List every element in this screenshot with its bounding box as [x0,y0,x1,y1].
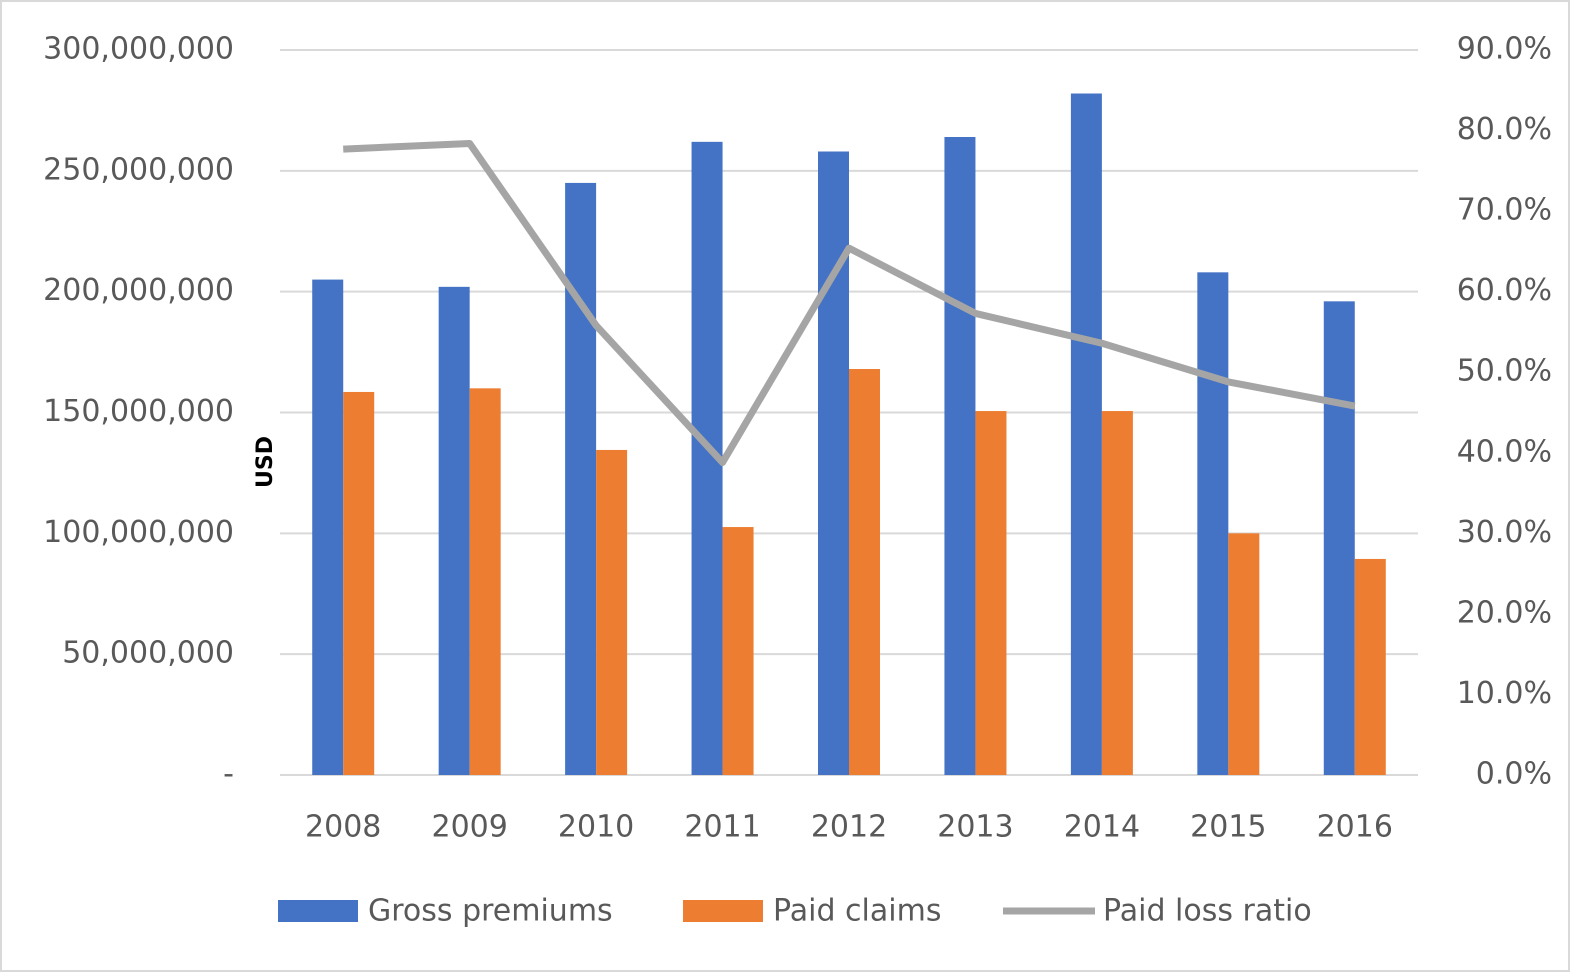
x-tick-label: 2010 [558,810,634,845]
legend-swatch [278,900,358,922]
x-tick-label: 2011 [684,810,760,845]
y2-tick-label: 60.0% [1457,273,1552,308]
y2-tick-label: 30.0% [1457,515,1552,550]
y2-tick-label: 70.0% [1457,193,1552,228]
y-tick-label: - [223,757,234,792]
y-tick-label: 200,000,000 [43,273,234,308]
bar [975,411,1007,775]
y2-tick-label: 10.0% [1457,676,1552,711]
y2-tick-label: 20.0% [1457,595,1552,630]
y-tick-label: 100,000,000 [43,515,234,550]
bar [1070,93,1102,775]
y2-tick-label: 90.0% [1457,32,1552,67]
bar [1354,558,1386,775]
bar [849,369,880,775]
x-tick-label: 2014 [1064,810,1140,845]
legend-swatch [683,900,763,922]
bar [565,182,597,775]
y-tick-label: 50,000,000 [62,636,234,671]
bar [469,388,501,775]
y-axis-title: USD [253,436,278,488]
bar [596,449,628,775]
bar [1323,301,1355,775]
bar [944,137,976,775]
bar [818,151,849,775]
bar [1197,272,1229,775]
bar [312,279,344,775]
x-tick-label: 2012 [811,810,887,845]
bar [722,527,754,775]
x-tick-label: 2009 [431,810,507,845]
y2-tick-label: 0.0% [1476,757,1552,792]
bar [1101,411,1133,775]
legend-label: Paid loss ratio [1103,894,1312,929]
x-tick-label: 2013 [937,810,1013,845]
legend-label: Gross premiums [368,894,613,929]
y-tick-label: 250,000,000 [43,152,234,187]
line-series [343,139,1356,466]
bar [343,391,375,775]
x-tick-label: 2008 [305,810,381,845]
bar [1228,533,1260,775]
y2-tick-label: 50.0% [1457,354,1552,389]
y-tick-label: 150,000,000 [43,394,234,429]
bar [438,286,470,775]
legend-label: Paid claims [773,894,941,929]
y-tick-label: 300,000,000 [43,32,234,67]
x-tick-label: 2016 [1317,810,1393,845]
x-tick-label: 2015 [1190,810,1266,845]
y2-tick-label: 40.0% [1457,434,1552,469]
y2-tick-label: 80.0% [1457,112,1552,147]
